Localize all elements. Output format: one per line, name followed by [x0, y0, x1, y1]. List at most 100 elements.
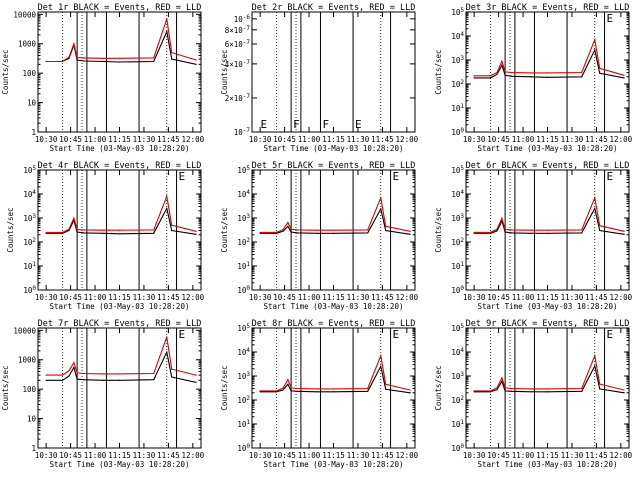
lld-series-line-point — [118, 57, 121, 59]
y-tick-label: 100 — [22, 69, 36, 78]
panel-det-3: Det 3r BLACK = Events, RED = LLD 100 101 10… — [434, 3, 633, 153]
y-axis-label: Counts/sec — [434, 49, 443, 94]
events-series-line-point — [332, 232, 335, 234]
x-tick-label: 10:30 — [249, 451, 272, 460]
x-tick-label: 10:30 — [463, 451, 486, 460]
events-series-line-point — [530, 391, 532, 393]
events-series-line-point — [316, 232, 318, 234]
lld-series-line-point — [473, 75, 475, 77]
events-series-line-point — [102, 232, 104, 234]
x-axis-label: Start Time (03-May-03 10:28:20) — [50, 460, 190, 469]
events-series-line — [46, 29, 197, 65]
y-tick-label: 103 — [451, 213, 464, 223]
events-series-line-point — [367, 390, 369, 392]
x-axis-label: Start Time (03-May-03 10:28:20) — [264, 460, 404, 469]
events-series-line-point — [511, 390, 513, 392]
y-tick-label: 2×10-7 — [225, 93, 251, 103]
events-series-line-point — [409, 392, 411, 394]
x-tick-label: 11:00 — [512, 293, 535, 302]
events-series-line-point — [316, 391, 318, 393]
y-axis-label: Counts/sec — [6, 207, 15, 252]
events-series-line-point — [195, 233, 197, 235]
lld-series-line-point — [171, 224, 173, 226]
x-tick-label: 10:30 — [249, 135, 272, 144]
x-tick-label: 11:45 — [157, 135, 180, 144]
y-tick-label: 100 — [22, 385, 36, 394]
lld-series-line-point — [102, 229, 104, 231]
lld-series-line-point — [530, 72, 532, 74]
lld-series-line-point — [61, 60, 64, 63]
y-tick-label: 104 — [237, 189, 250, 199]
lld-series-line-point — [45, 60, 47, 63]
lld-series-line-point — [546, 229, 549, 231]
lld-series-line-point — [332, 229, 335, 231]
lld-series-line-point — [297, 387, 299, 390]
y-tick-label: 100 — [23, 285, 36, 295]
y-tick-label: 101 — [451, 261, 464, 271]
x-tick-label: 11:00 — [84, 135, 107, 144]
x-tick-label: 11:00 — [84, 451, 107, 460]
lld-series-line-point — [380, 197, 382, 199]
events-series-line-point — [599, 72, 601, 74]
panel-title: Det 3r BLACK = Events, RED = LLD — [466, 3, 630, 13]
lld-series-line-point — [195, 374, 197, 376]
lld-series-line-point — [367, 387, 369, 390]
mode-flag-label: E — [607, 170, 614, 183]
events-series-line-point — [83, 60, 85, 62]
x-tick-label: 10:30 — [249, 293, 272, 302]
x-tick-label: 11:15 — [536, 135, 559, 144]
events-series-line-point — [496, 73, 498, 76]
x-tick-label: 11:30 — [133, 293, 156, 302]
y-tick-label: 101 — [451, 419, 464, 429]
lld-series-line-point — [166, 195, 168, 197]
panel-title: Det 2r BLACK = Events, RED = LLD — [252, 3, 416, 13]
x-axis-label: Start Time (03-May-03 10:28:20) — [478, 460, 618, 469]
lld-series-line — [46, 18, 197, 63]
y-axis-label: Counts/sec — [220, 365, 229, 410]
panel-title: Det 5r BLACK = Events, RED = LLD — [252, 161, 416, 171]
events-series-line-point — [489, 77, 492, 79]
lld-series-line-point — [153, 57, 155, 59]
lld-series-line-point — [259, 231, 261, 234]
events-series-line-point — [166, 207, 168, 210]
events-series-line-point — [83, 232, 85, 234]
x-tick-label: 11:15 — [108, 135, 131, 144]
mode-flag-label: E — [393, 170, 400, 183]
lld-series-line — [46, 194, 197, 233]
mode-flag-label: E — [179, 170, 186, 183]
x-axis-label: Start Time (03-May-03 10:28:20) — [50, 302, 190, 311]
lld-series-line-point — [511, 387, 513, 390]
lld-series-line-point — [501, 377, 503, 379]
events-series-line — [260, 364, 411, 394]
lld-series-line-point — [504, 228, 506, 231]
x-tick-label: 10:45 — [59, 451, 82, 460]
y-tick-label: 102 — [451, 79, 464, 89]
lld-series-line-point — [45, 374, 47, 376]
y-tick-label: 10-6 — [234, 14, 251, 24]
panel-title: Det 8r BLACK = Events, RED = LLD — [252, 319, 416, 329]
x-tick-label: 11:15 — [108, 451, 131, 460]
x-tick-label: 10:45 — [59, 135, 82, 144]
y-tick-label: 1 — [31, 128, 36, 137]
x-tick-label: 11:00 — [298, 135, 321, 144]
panel-title: Det 7r BLACK = Events, RED = LLD — [38, 319, 202, 329]
x-tick-label: 12:00 — [396, 293, 419, 302]
events-series-line — [260, 207, 411, 235]
x-tick-label: 12:00 — [610, 293, 633, 302]
lld-series-line-point — [594, 355, 596, 357]
y-tick-label: 100 — [451, 443, 464, 453]
lld-series-line-point — [623, 230, 625, 232]
x-tick-label: 11:45 — [585, 293, 608, 302]
events-series-line-point — [166, 351, 168, 353]
y-tick-label: 105 — [451, 7, 464, 17]
lld-series-line-point — [282, 228, 284, 231]
y-tick-label: 105 — [451, 323, 464, 333]
y-tick-label: 4×10-7 — [225, 59, 251, 69]
y-axis-label: Counts/sec — [1, 49, 10, 94]
lld-series-line-point — [83, 229, 85, 231]
lld-series-line-point — [153, 229, 155, 231]
y-tick-label: 104 — [451, 189, 464, 199]
y-tick-label: 100 — [237, 285, 250, 295]
x-tick-label: 10:30 — [463, 135, 486, 144]
events-series-line-point — [385, 229, 387, 232]
